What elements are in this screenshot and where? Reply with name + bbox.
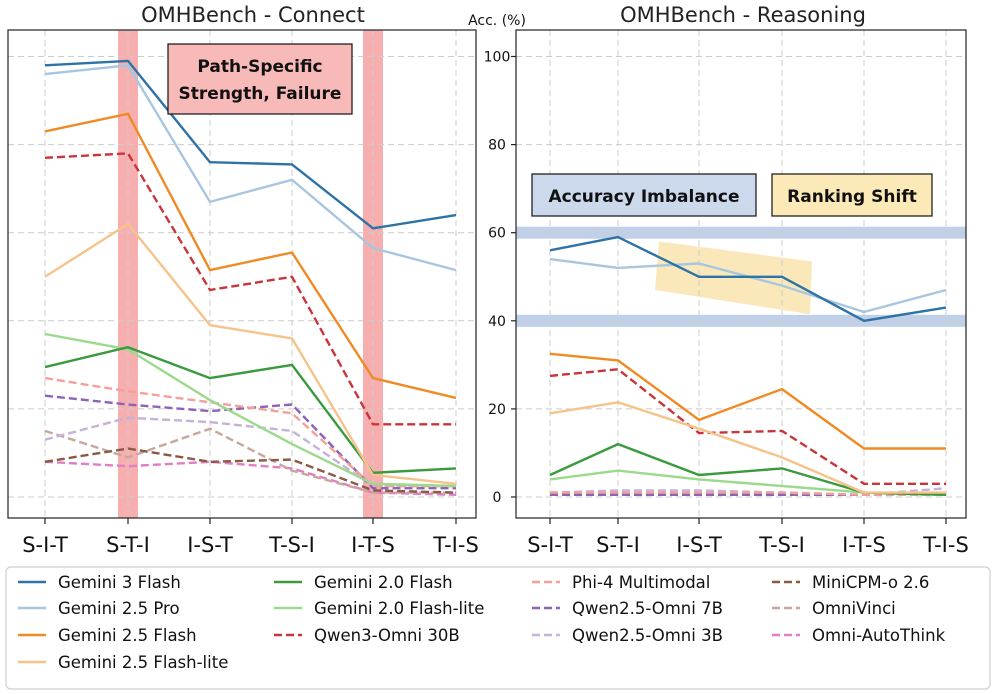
- path-specific-annotation: Path-Specific Strength, Failure: [167, 43, 353, 115]
- series-line-gemini-3-flash: [549, 235, 947, 322]
- x-tick-label: S-T-I: [106, 533, 150, 557]
- legend-item-omni-autothink: Omni-AutoThink: [772, 626, 946, 645]
- reasoning-grid: [516, 30, 966, 518]
- legend-frame: [5, 566, 991, 690]
- legend-item-gemini-2-5-pro: Gemini 2.5 Pro: [18, 599, 180, 618]
- series-line-minicpm-o-2-6: [44, 447, 457, 494]
- x-tick-label: S-I-T: [527, 533, 573, 557]
- legend-item-minicpm-o-2-6: MiniCPM-o 2.6: [772, 573, 929, 592]
- x-tick-label: S-T-I: [596, 533, 640, 557]
- legend-item-qwen2-5-omni-7b: Qwen2.5-Omni 7B: [532, 599, 723, 618]
- accuracy-imbalance-annotation: Accuracy Imbalance: [531, 173, 757, 217]
- legend: Gemini 3 Flash Gemini 2.5 Pro Gemini 2.5 F…: [5, 566, 991, 690]
- series-line-phi-4-multimodal: [550, 491, 946, 496]
- x-tick-label: T-I-S: [432, 533, 479, 557]
- x-tick-label: T-S-I: [268, 533, 315, 557]
- accuracy-imbalance-label: Accuracy Imbalance: [548, 187, 739, 207]
- reasoning-plot-frame: [515, 29, 967, 519]
- series-line-gemini-2-5-flash-lite: [549, 401, 946, 494]
- legend-item-qwen2-5-omni-3b: Qwen2.5-Omni 3B: [532, 626, 723, 645]
- reasoning-series-lines: [549, 235, 947, 496]
- y-tick-label: 40: [488, 314, 506, 330]
- legend-label: Qwen3-Omni 30B: [314, 626, 460, 645]
- series-line-gemini-2-5-flash-lite: [44, 222, 457, 485]
- path-specific-box: [167, 43, 353, 115]
- legend-label: Gemini 2.5 Flash-lite: [58, 653, 228, 672]
- accuracy-imbalance-box: [531, 173, 757, 217]
- reasoning-panel: OMHBench - Reasoning Acc. (%) 0 20 40 60 80 1…: [468, 3, 969, 557]
- legend-item-phi-4-multimodal: Phi-4 Multimodal: [532, 573, 710, 592]
- legend-item-gemini-3-flash: Gemini 3 Flash: [18, 573, 181, 592]
- legend-label: Qwen2.5-Omni 7B: [572, 599, 723, 618]
- series-line-gemini-2-0-flash: [44, 346, 457, 474]
- ranking-shift-label: Ranking Shift: [787, 187, 917, 207]
- legend-item-gemini-2-5-flash: Gemini 2.5 Flash: [18, 626, 197, 645]
- reasoning-title: OMHBench - Reasoning: [620, 3, 866, 27]
- x-tick-label: S-I-T: [22, 533, 68, 557]
- series-line-gemini-2-5-flash: [44, 112, 457, 400]
- legend-label: OmniVinci: [812, 599, 896, 618]
- ranking-shift-annotation: Ranking Shift: [771, 173, 933, 217]
- series-line-gemini-2-5-pro: [44, 64, 457, 272]
- y-tick-label: 20: [488, 402, 506, 418]
- y-tick-label: 80: [488, 138, 506, 154]
- legend-label: Gemini 2.0 Flash-lite: [314, 599, 484, 618]
- y-axis-label: Acc. (%): [468, 13, 526, 29]
- legend-item-gemini-2-0-flash-lite: Gemini 2.0 Flash-lite: [274, 599, 484, 618]
- series-line-omni-autothink: [44, 460, 457, 496]
- legend-label: Gemini 2.5 Pro: [58, 599, 180, 618]
- legend-label: Gemini 2.0 Flash: [314, 573, 453, 592]
- legend-item-gemini-2-0-flash: Gemini 2.0 Flash: [274, 573, 453, 592]
- legend-item-qwen3-omni-30b: Qwen3-Omni 30B: [274, 626, 460, 645]
- reasoning-x-ticks: S-I-T S-T-I I-S-T T-S-I I-T-S T-I-S: [527, 518, 969, 557]
- connect-panel: OMHBench - Connect S-I-T S-T-I I-S-T T-S-I I…: [7, 3, 479, 557]
- connect-title: OMHBench - Connect: [141, 3, 365, 27]
- legend-label: Phi-4 Multimodal: [572, 573, 710, 592]
- y-tick-label: 0: [493, 490, 502, 506]
- series-line-phi-4-multimodal: [44, 376, 456, 488]
- series-line-qwen2-5-omni-7b: [44, 394, 456, 490]
- series-line-qwen3-omni-30b: [44, 152, 456, 426]
- y-axis-ticks: 0 20 40 60 80 100: [484, 50, 516, 506]
- x-tick-label: I-T-S: [842, 533, 886, 557]
- y-tick-label: 100: [484, 50, 511, 66]
- series-line-qwen3-omni-30b: [549, 368, 946, 485]
- legend-label: MiniCPM-o 2.6: [812, 573, 929, 592]
- legend-item-omnivinci: OmniVinci: [772, 599, 896, 618]
- connect-series-lines: [44, 59, 457, 496]
- x-tick-label: T-S-I: [758, 533, 805, 557]
- series-line-gemini-2-5-pro: [549, 257, 947, 314]
- path-specific-line-1: Path-Specific: [197, 57, 322, 77]
- legend-item-gemini-2-5-flash-lite: Gemini 2.5 Flash-lite: [18, 653, 228, 672]
- series-line-omnivinci: [44, 427, 456, 494]
- legend-label: Qwen2.5-Omni 3B: [572, 626, 723, 645]
- series-line-gemini-2-0-flash: [549, 442, 947, 496]
- x-tick-label: I-S-T: [187, 533, 233, 557]
- x-tick-label: I-T-S: [351, 533, 395, 557]
- x-tick-label: I-S-T: [676, 533, 722, 557]
- path-specific-line-2: Strength, Failure: [179, 84, 342, 104]
- legend-label: Gemini 3 Flash: [58, 573, 181, 592]
- legend-label: Gemini 2.5 Flash: [58, 626, 197, 645]
- series-line-gemini-3-flash: [44, 59, 457, 230]
- ranking-shift-box: [771, 173, 933, 217]
- x-tick-label: T-I-S: [922, 533, 969, 557]
- connect-x-ticks: S-I-T S-T-I I-S-T T-S-I I-T-S T-I-S: [22, 518, 479, 557]
- connect-plot-frame: [7, 29, 477, 519]
- series-line-gemini-2-5-flash: [549, 352, 946, 450]
- legend-label: Omni-AutoThink: [812, 626, 946, 645]
- y-tick-label: 60: [488, 226, 506, 242]
- series-line-gemini-2-0-flash-lite: [44, 332, 457, 488]
